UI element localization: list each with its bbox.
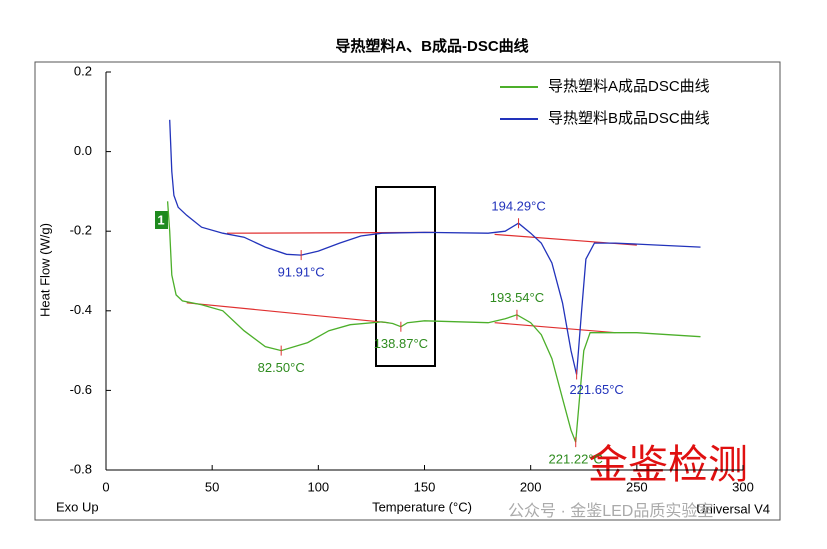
baseline: [494, 322, 616, 334]
highlight-box: [375, 186, 436, 367]
x-tick-label: 300: [732, 479, 754, 494]
x-tick-label: 100: [307, 479, 329, 494]
y-tick-label: -0.8: [70, 461, 92, 476]
peak-label: 138.87°C: [374, 336, 428, 351]
y-tick-label: 0.0: [74, 143, 92, 158]
software-label: Universal V4: [696, 501, 770, 516]
x-tick-label: 150: [414, 479, 436, 494]
peak-label: 91.91°C: [278, 265, 325, 280]
y-tick-label: -0.2: [70, 223, 92, 238]
exo-up: Exo Up: [56, 499, 99, 514]
curve-marker-box: [155, 211, 168, 229]
x-tick-label: 0: [102, 479, 109, 494]
curve-marker: 1: [157, 212, 164, 227]
legend-label: 导热塑料A成品DSC曲线: [548, 78, 710, 95]
series-line: [169, 119, 701, 375]
x-axis-label: Temperature (°C): [372, 499, 472, 514]
peak-label: 221.65°C: [569, 382, 623, 397]
y-tick-label: -0.4: [70, 302, 92, 317]
x-tick-label: 50: [205, 479, 219, 494]
peak-label: 82.50°C: [258, 360, 305, 375]
chart-title: 导热塑料A、B成品-DSC曲线: [335, 37, 528, 55]
frame: [34, 61, 781, 521]
x-tick-label: 200: [520, 479, 542, 494]
y-axis-label: Heat Flow (W/g): [37, 223, 52, 317]
watermark-sub: 公众号 · 金鉴LED品质实验室: [508, 502, 713, 520]
peak-label: 193.54°C: [490, 290, 544, 305]
y-tick-label: -0.6: [70, 382, 92, 397]
x-tick-label: 250: [626, 479, 648, 494]
baseline: [186, 302, 389, 324]
peak-label: 194.29°C: [491, 199, 545, 214]
watermark: 金鉴检测: [588, 442, 748, 488]
series-line: [166, 201, 701, 443]
legend-label: 导热塑料B成品DSC曲线: [548, 110, 710, 127]
y-tick-label: 0.2: [74, 63, 92, 78]
peak-label: 221.22°C: [549, 452, 603, 467]
